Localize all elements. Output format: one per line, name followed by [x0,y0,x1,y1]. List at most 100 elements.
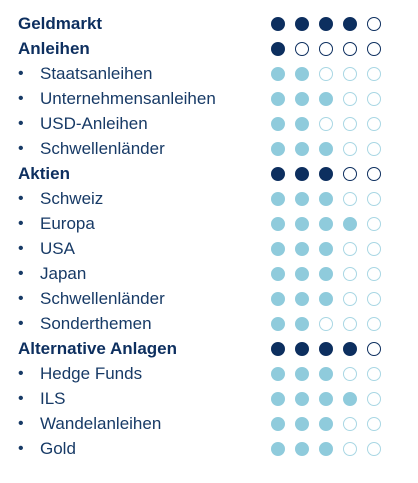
filled-dot-icon [295,16,309,31]
rating-dots [271,386,381,411]
rating-dots [271,211,381,236]
empty-dot-icon [319,316,333,331]
category-label: Anleihen [18,36,90,61]
bullet-icon: • [18,389,24,407]
filled-dot-icon [271,416,285,431]
filled-dot-icon [295,366,309,381]
bullet-icon: • [18,364,24,382]
subcategory-row: • Sonderthemen [0,311,418,336]
row-label-text: Hedge Funds [40,363,143,383]
subcategory-label: • Gold [18,436,76,461]
filled-dot-icon [319,241,333,256]
empty-dot-icon [367,366,381,381]
filled-dot-icon [295,116,309,131]
empty-dot-icon [367,41,381,56]
rating-dots [271,186,381,211]
row-label-text: Alternative Anlagen [18,338,178,358]
empty-dot-icon [367,416,381,431]
subcategory-row: • Schweiz [0,186,418,211]
filled-dot-icon [295,291,309,306]
empty-dot-icon [343,141,357,156]
empty-dot-icon [367,316,381,331]
filled-dot-icon [319,141,333,156]
row-label-text: Aktien [18,163,70,183]
row-label-text: Unternehmensanleihen [40,88,216,108]
rating-dots [271,86,381,111]
empty-dot-icon [319,41,333,56]
subcategory-row: • Wandelanleihen [0,411,418,436]
empty-dot-icon [343,291,357,306]
subcategory-row: • Staatsanleihen [0,61,418,86]
filled-dot-icon [319,391,333,406]
filled-dot-icon [295,66,309,81]
row-label-text: USA [40,238,75,258]
filled-dot-icon [271,191,285,206]
filled-dot-icon [319,216,333,231]
empty-dot-icon [367,241,381,256]
rating-dots [271,136,381,161]
row-label-text: USD-Anleihen [40,113,148,133]
category-row: Anleihen [0,36,418,61]
empty-dot-icon [343,41,357,56]
filled-dot-icon [319,366,333,381]
bullet-icon: • [18,114,24,132]
empty-dot-icon [367,91,381,106]
filled-dot-icon [295,416,309,431]
filled-dot-icon [295,141,309,156]
empty-dot-icon [343,266,357,281]
subcategory-label: • USA [18,236,75,261]
bullet-icon: • [18,89,24,107]
filled-dot-icon [295,441,309,456]
subcategory-row: • Japan [0,261,418,286]
category-label: Geldmarkt [18,11,102,36]
rating-dots [271,36,381,61]
filled-dot-icon [343,341,357,356]
filled-dot-icon [271,291,285,306]
rating-dots [271,361,381,386]
bullet-icon: • [18,314,24,332]
category-row: Geldmarkt [0,11,418,36]
bullet-icon: • [18,414,24,432]
category-row: Aktien [0,161,418,186]
empty-dot-icon [367,341,381,356]
row-label-text: Schweiz [40,188,104,208]
empty-dot-icon [295,41,309,56]
empty-dot-icon [367,141,381,156]
subcategory-row: • USD-Anleihen [0,111,418,136]
filled-dot-icon [295,216,309,231]
row-label-text: Japan [40,263,87,283]
filled-dot-icon [295,391,309,406]
subcategory-row: • USA [0,236,418,261]
rating-dots [271,311,381,336]
subcategory-label: • Schweiz [18,186,103,211]
empty-dot-icon [343,441,357,456]
empty-dot-icon [343,416,357,431]
filled-dot-icon [295,266,309,281]
filled-dot-icon [319,291,333,306]
subcategory-label: • ILS [18,386,66,411]
filled-dot-icon [271,316,285,331]
bullet-icon: • [18,189,24,207]
empty-dot-icon [367,66,381,81]
category-label: Aktien [18,161,70,186]
subcategory-row: • Europa [0,211,418,236]
filled-dot-icon [271,216,285,231]
subcategory-row: • Gold [0,436,418,461]
subcategory-row: • Unternehmensanleihen [0,86,418,111]
bullet-icon: • [18,289,24,307]
row-label-text: Schwellenländer [40,138,165,158]
rating-dots [271,161,381,186]
subcategory-row: • ILS [0,386,418,411]
subcategory-row: • Schwellenländer [0,136,418,161]
rating-dots [271,411,381,436]
empty-dot-icon [319,116,333,131]
filled-dot-icon [319,166,333,181]
filled-dot-icon [295,316,309,331]
filled-dot-icon [319,441,333,456]
filled-dot-icon [295,166,309,181]
row-label-text: Staatsanleihen [40,63,153,83]
row-label-text: ILS [40,388,66,408]
rating-dots [271,261,381,286]
subcategory-row: • Schwellenländer [0,286,418,311]
bullet-icon: • [18,139,24,157]
